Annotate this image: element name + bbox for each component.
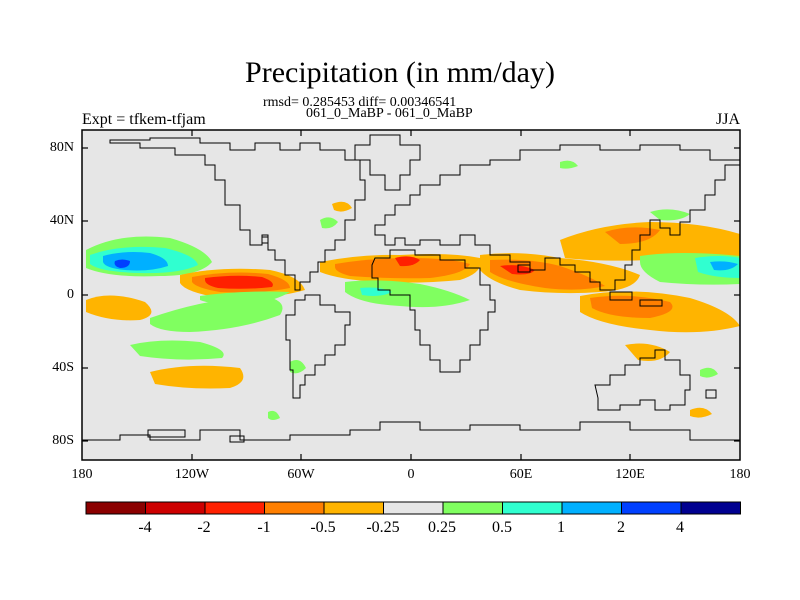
colorbar-swatch: [442, 501, 503, 515]
colorbar-label: 0.25: [428, 519, 456, 536]
coastline-australia: [594, 349, 691, 411]
coastline-north-america: [109, 137, 366, 291]
y-tick-label: 40S: [52, 360, 74, 375]
x-tick-label: 0: [407, 467, 415, 482]
anomaly-region: [690, 407, 712, 418]
coastline-south-america: [285, 294, 351, 399]
subtitle: 061_0_MaBP - 061_0_MaBP: [306, 106, 473, 121]
anomaly-region: [114, 259, 130, 268]
x-tick-label: 180: [729, 467, 751, 482]
colorbar-swatch: [145, 501, 206, 515]
colorbar-swatch: [264, 501, 325, 515]
y-tick-label: 80S: [52, 433, 74, 448]
colorbar-label: -1: [257, 519, 271, 536]
colorbar-label: -2: [197, 519, 211, 536]
coastline-island: [229, 435, 245, 443]
colorbar-label: 2: [617, 519, 625, 536]
colorbar-swatch: [85, 501, 146, 515]
anomaly-region: [395, 256, 420, 267]
anomaly-region: [268, 410, 280, 420]
coastline-island: [147, 429, 186, 438]
plot-title: Precipitation (in mm/day): [245, 56, 555, 89]
coastline-island: [261, 236, 269, 244]
colorbar-swatch: [502, 501, 563, 515]
anomaly-region: [332, 201, 352, 212]
anomaly-region: [625, 343, 670, 361]
coastlines: [82, 134, 740, 443]
colorbar-swatch: [561, 501, 622, 515]
anomaly-region: [200, 291, 290, 305]
stats-line: rmsd= 0.285453 diff= 0.00346541: [263, 95, 457, 110]
colorbar: [85, 501, 741, 515]
x-tick-label: 120E: [615, 467, 645, 482]
colorbar-label: -4: [138, 519, 152, 536]
colorbar-label: -0.25: [366, 519, 400, 536]
coastline-island: [517, 264, 531, 273]
experiment-label: Expt = tfkem-tfjam: [82, 111, 206, 128]
anomaly-region: [150, 295, 283, 332]
anomaly-region: [710, 261, 738, 271]
colorbar-swatch: [621, 501, 682, 515]
colorbar-swatch: [383, 501, 444, 515]
x-tick-label: 180: [71, 467, 93, 482]
anomaly-region: [590, 295, 673, 318]
colorbar-swatch: [680, 501, 741, 515]
x-tick-label: 120W: [174, 467, 210, 482]
anomaly-region: [205, 275, 273, 289]
anomaly-region: [560, 160, 578, 169]
y-tick-label: 80N: [49, 140, 74, 155]
coastline-antarctica: [82, 421, 740, 441]
anomaly-region: [335, 258, 470, 279]
anomaly-region: [345, 280, 470, 308]
anomaly-region: [320, 217, 338, 229]
anomaly-region: [650, 209, 690, 221]
anomaly-region: [700, 367, 718, 378]
coastline-africa: [371, 249, 496, 373]
colorbar-label: 1: [557, 519, 565, 536]
x-tick-label: 60E: [509, 467, 533, 482]
colorbar-swatch: [323, 501, 384, 515]
precip-anomaly-field: [86, 160, 740, 420]
colorbar-label: -0.5: [310, 519, 336, 536]
coastline-eurasia: [374, 144, 740, 291]
season-label: JJA: [715, 111, 740, 128]
anomaly-region: [86, 295, 152, 321]
anomaly-region: [605, 227, 660, 244]
coastline-island: [639, 299, 663, 307]
anomaly-region: [150, 365, 244, 389]
axis-ticks: [82, 130, 740, 460]
colorbar-swatch: [204, 501, 265, 515]
coastline-greenland: [354, 134, 421, 191]
y-tick-label: 40N: [49, 213, 74, 228]
x-tick-label: 60W: [287, 467, 315, 482]
anomaly-region: [290, 360, 306, 374]
colorbar-label: 0.5: [492, 519, 512, 536]
anomaly-region: [130, 340, 224, 360]
y-tick-label: 0: [67, 287, 74, 302]
coastline-island: [609, 291, 633, 301]
coastline-island: [705, 389, 717, 399]
colorbar-label: 4: [676, 519, 684, 536]
